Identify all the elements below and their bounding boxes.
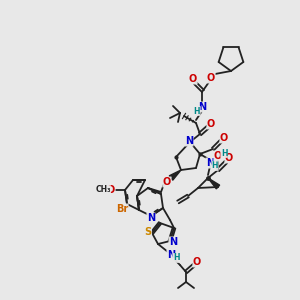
Text: O: O xyxy=(193,257,201,267)
Polygon shape xyxy=(208,178,220,189)
Text: O: O xyxy=(107,185,115,195)
Text: O: O xyxy=(225,153,233,163)
Text: H: H xyxy=(173,254,179,262)
Text: O: O xyxy=(189,74,197,84)
Text: O: O xyxy=(214,151,222,161)
Text: N: N xyxy=(185,136,193,146)
Text: H: H xyxy=(212,161,218,170)
Text: O: O xyxy=(163,177,171,187)
Text: S: S xyxy=(144,227,152,237)
Text: O: O xyxy=(220,133,228,143)
Text: N: N xyxy=(206,158,214,168)
Text: N: N xyxy=(167,250,175,260)
Text: CH₃: CH₃ xyxy=(95,185,111,194)
Text: O: O xyxy=(207,73,215,83)
Text: Br: Br xyxy=(116,204,128,214)
Text: H: H xyxy=(221,148,227,158)
Text: N: N xyxy=(147,213,155,223)
Polygon shape xyxy=(169,170,181,180)
Text: H: H xyxy=(194,106,200,116)
Text: N: N xyxy=(169,237,177,247)
Text: O: O xyxy=(207,119,215,129)
Text: N: N xyxy=(198,102,206,112)
